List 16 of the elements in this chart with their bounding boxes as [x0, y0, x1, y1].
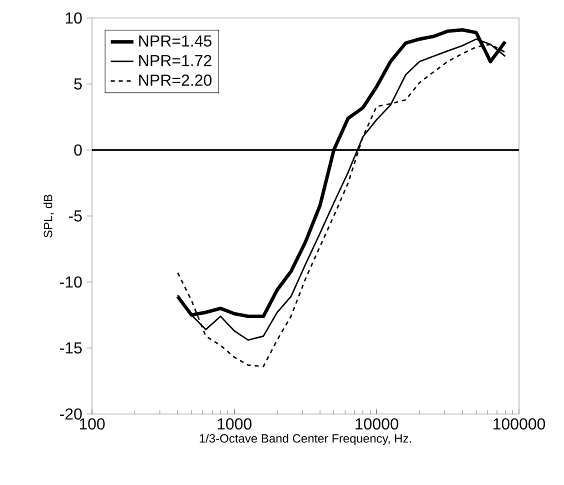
- y-tick-label: -15: [60, 342, 82, 354]
- y-tick-label: -5: [68, 210, 82, 222]
- y-axis-title: SPL, dB: [43, 194, 54, 238]
- y-tick-label: 5: [74, 78, 82, 90]
- y-tick-label: -20: [60, 408, 82, 420]
- x-tick-label: 1000: [218, 418, 252, 430]
- legend-label: NPR=1.45: [139, 35, 212, 47]
- x-tick-label: 100: [80, 418, 105, 430]
- y-tick-label: 10: [66, 12, 82, 24]
- legend-label: NPR=1.72: [139, 54, 212, 66]
- y-tick-label: -10: [60, 276, 82, 288]
- x-tick-label: 100000: [494, 418, 546, 430]
- legend-label: NPR=2.20: [139, 74, 212, 86]
- x-axis-title: 1/3-Octave Band Center Frequency, Hz.: [200, 434, 411, 446]
- x-tick-label: 10000: [356, 418, 398, 430]
- y-tick-label: 0: [74, 144, 82, 156]
